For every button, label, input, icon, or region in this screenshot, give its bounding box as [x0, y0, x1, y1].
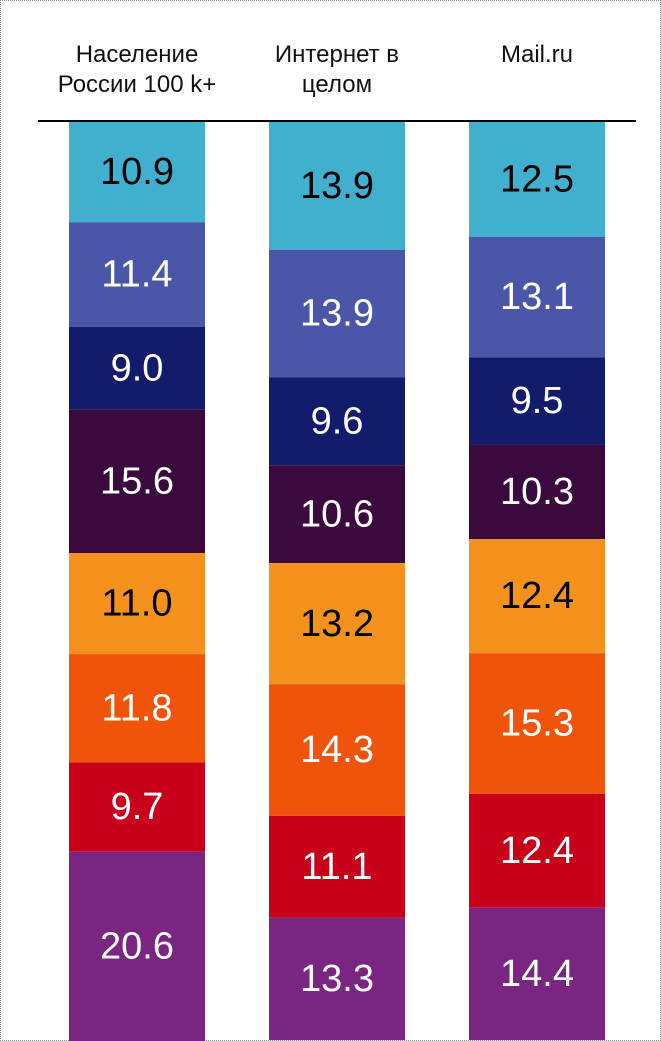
value-label: 10.9	[100, 151, 174, 193]
bar-segment	[69, 122, 205, 223]
bar-segment	[69, 326, 205, 410]
bar-segment	[269, 465, 405, 564]
value-label: 15.6	[100, 460, 174, 502]
bar-segment	[269, 917, 405, 1041]
value-label: 12.4	[500, 575, 574, 617]
bar-segment	[269, 684, 405, 816]
value-label: 15.3	[500, 703, 574, 745]
bar-segment	[469, 236, 605, 358]
value-label: 14.4	[500, 953, 574, 995]
category-label: Население России 100 k+	[57, 41, 217, 98]
value-label: 11.0	[101, 583, 172, 625]
value-label: 9.6	[311, 401, 364, 443]
bar-segment	[269, 249, 405, 378]
value-label: 14.3	[300, 729, 374, 771]
bar-segment	[269, 122, 405, 250]
value-label: 12.5	[500, 158, 574, 200]
bar-segment	[269, 815, 405, 918]
bar-segment	[69, 553, 205, 655]
bar-segment	[69, 762, 205, 852]
category-label: Интернет в целом	[274, 41, 400, 98]
value-label: 12.4	[500, 830, 574, 872]
bar-segment	[469, 539, 605, 654]
bar-segment	[69, 654, 205, 763]
category-label: Mail.ru	[500, 41, 573, 68]
value-label: 11.8	[101, 687, 172, 729]
value-label: 13.3	[300, 958, 374, 1000]
value-label: 13.2	[300, 603, 374, 645]
value-label: 11.1	[301, 846, 372, 888]
bar-segment	[69, 409, 205, 554]
bar-segment	[469, 357, 605, 445]
bar-segment	[469, 653, 605, 794]
value-label: 9.0	[111, 347, 164, 389]
value-label: 11.4	[101, 254, 172, 296]
bar-segment	[469, 122, 605, 237]
bar-segment	[469, 907, 605, 1041]
value-label: 9.5	[511, 380, 564, 422]
bar-segment	[269, 377, 405, 466]
value-label: 13.1	[500, 276, 574, 318]
bar-segment	[69, 851, 205, 1041]
value-label: 9.7	[111, 786, 164, 828]
bar-segment	[469, 793, 605, 908]
bar-segment	[69, 222, 205, 327]
value-label: 10.6	[300, 493, 374, 535]
bar-segment	[269, 563, 405, 685]
value-label: 13.9	[300, 293, 374, 335]
value-label: 20.6	[100, 925, 174, 967]
value-label: 13.9	[300, 165, 374, 207]
bar-segment	[469, 444, 605, 540]
value-label: 10.3	[500, 471, 574, 513]
